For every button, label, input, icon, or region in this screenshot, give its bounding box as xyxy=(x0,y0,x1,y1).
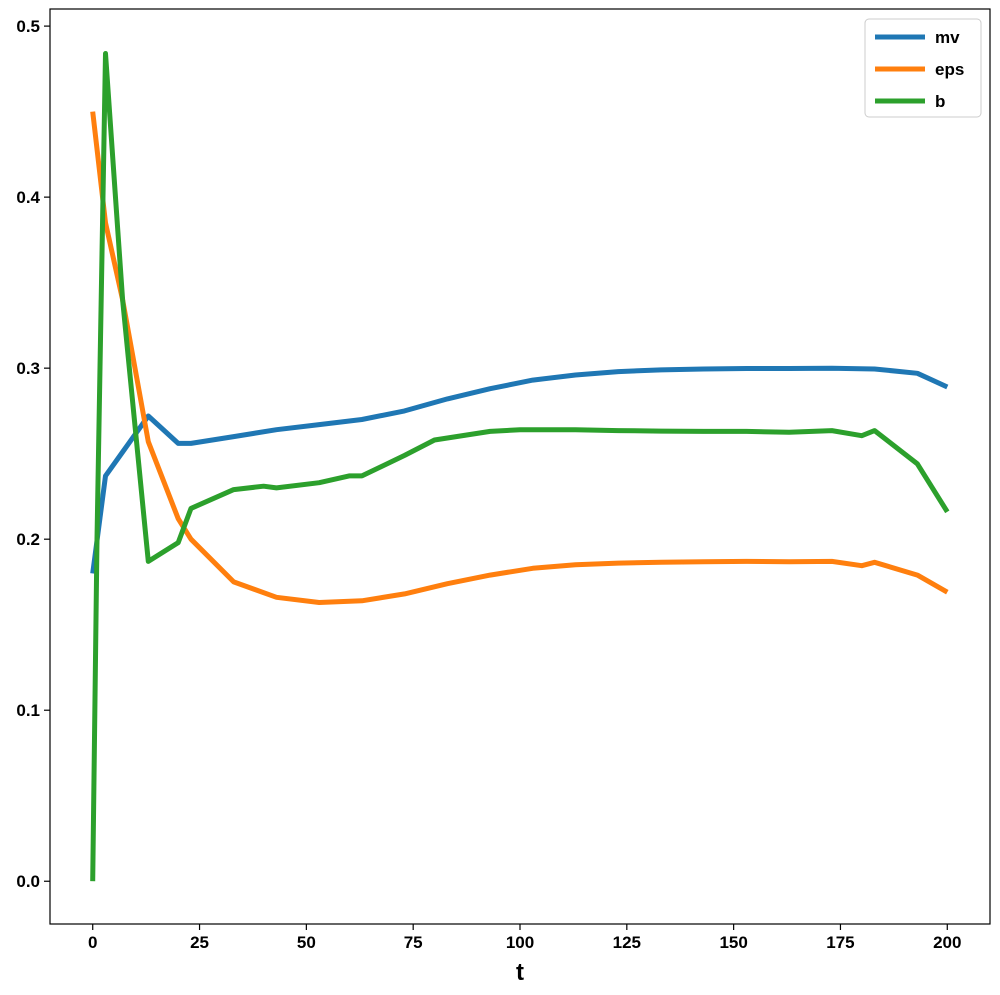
series-line-eps xyxy=(90,111,949,605)
series-line-b xyxy=(90,51,950,882)
x-tick-label: 125 xyxy=(613,933,641,952)
y-axis-ticks: 0.0 0.1 0.2 0.3 0.4 0.5 xyxy=(16,17,50,891)
y-tick-label: 0.2 xyxy=(16,530,40,549)
x-tick-label: 175 xyxy=(826,933,854,952)
legend: mv eps b xyxy=(864,18,982,118)
series-line-mv xyxy=(90,365,949,574)
y-tick-label: 0.5 xyxy=(16,17,40,36)
y-tick-label: 0.0 xyxy=(16,872,40,891)
x-tick-label: 100 xyxy=(506,933,534,952)
x-axis-label: t xyxy=(516,959,524,986)
x-tick-label: 200 xyxy=(933,933,961,952)
x-tick-label: 75 xyxy=(404,933,423,952)
x-axis-ticks: 0 25 50 75 100 125 150 175 200 xyxy=(88,924,961,952)
plot-frame xyxy=(49,8,991,925)
x-tick-label: 150 xyxy=(719,933,747,952)
y-tick-label: 0.4 xyxy=(16,188,40,207)
legend-label-mv: mv xyxy=(935,28,960,47)
legend-label-eps: eps xyxy=(935,60,964,79)
legend-label-b: b xyxy=(935,92,945,111)
x-tick-label: 50 xyxy=(297,933,316,952)
x-tick-label: 25 xyxy=(190,933,209,952)
y-tick-label: 0.1 xyxy=(16,701,40,720)
x-tick-label: 0 xyxy=(88,933,97,952)
series-lines xyxy=(90,51,950,882)
y-tick-label: 0.3 xyxy=(16,359,40,378)
